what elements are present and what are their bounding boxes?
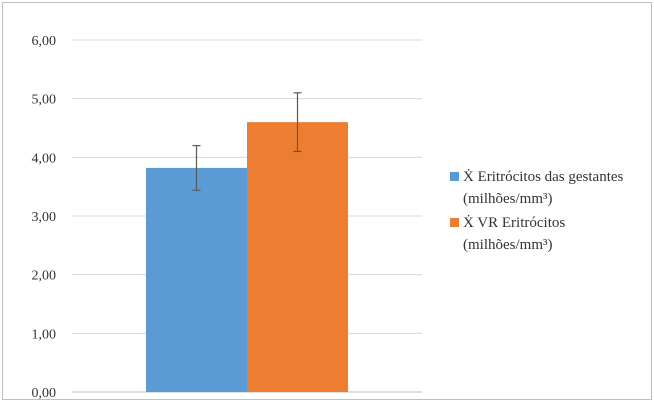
legend-swatch [450, 218, 459, 227]
legend-label: Ẋ VR Eritrócitos [463, 215, 565, 231]
error-bars [192, 92, 302, 191]
legend-label: (milhões/mm³) [463, 237, 553, 253]
legend-swatch [450, 172, 459, 181]
bar [247, 122, 348, 392]
bars [146, 122, 348, 392]
legend-label: (milhões/mm³) [463, 191, 553, 207]
legend-item: Ẋ Eritrócitos das gestantes (milhões/mm³) [450, 169, 624, 207]
y-tick-label: 0,00 [32, 386, 57, 401]
y-tick-label: 4,00 [32, 151, 57, 166]
y-tick-label: 5,00 [32, 93, 57, 108]
y-tick-label: 6,00 [32, 34, 57, 49]
y-tick-label: 2,00 [32, 269, 57, 284]
y-tick-label: 1,00 [32, 327, 57, 342]
bar [146, 167, 247, 392]
legend-item: Ẋ VR Eritrócitos (milhões/mm³) [450, 215, 565, 253]
y-axis-ticks: 0,00 1,00 2,00 3,00 4,00 5,00 6,00 [32, 34, 57, 401]
legend-label: Ẋ Eritrócitos das gestantes [463, 169, 624, 185]
y-tick-label: 3,00 [32, 210, 57, 225]
legend: Ẋ Eritrócitos das gestantes (milhões/mm³)… [450, 169, 624, 253]
